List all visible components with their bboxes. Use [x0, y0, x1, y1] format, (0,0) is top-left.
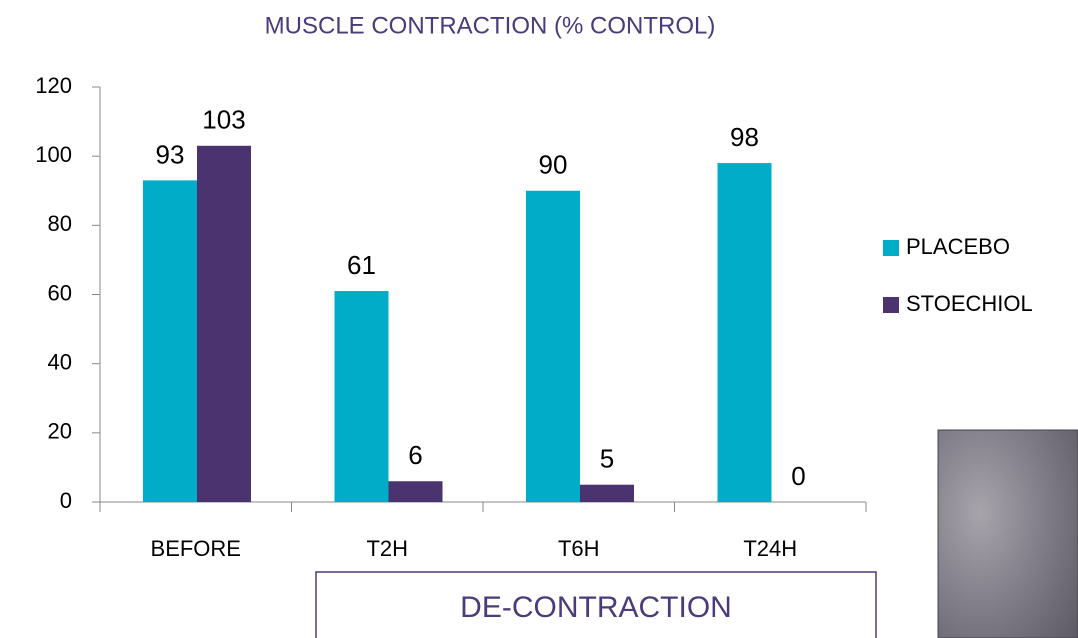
- annotation-box: [315, 571, 877, 638]
- y-tick-label: 0: [60, 488, 72, 513]
- legend-swatch: [883, 297, 899, 313]
- value-label: 61: [347, 250, 376, 280]
- bar: [580, 484, 634, 502]
- value-label: 98: [730, 122, 759, 152]
- photo: [937, 429, 1078, 638]
- value-label: 6: [408, 440, 422, 470]
- bar: [526, 190, 580, 502]
- value-label: 93: [156, 139, 185, 169]
- y-tick-label: 40: [48, 349, 72, 374]
- x-tick-label: T24H: [743, 536, 797, 561]
- legend-label: PLACEBO: [906, 234, 1010, 259]
- y-tick-label: 120: [35, 73, 72, 98]
- bar: [717, 163, 772, 503]
- y-tick-label: 80: [48, 211, 72, 236]
- value-label: 5: [600, 444, 614, 474]
- value-label: 0: [791, 461, 805, 491]
- legend-swatch: [883, 240, 899, 256]
- value-label: 90: [539, 150, 568, 180]
- legend-label: STOECHIOL: [906, 291, 1033, 316]
- y-tick-label: 100: [35, 142, 72, 167]
- x-tick-label: T2H: [366, 536, 408, 561]
- x-tick-label: BEFORE: [151, 536, 241, 561]
- bar: [388, 481, 443, 502]
- x-tick-label: T6H: [558, 536, 600, 561]
- y-tick-label: 20: [48, 419, 72, 444]
- annotation: DE-CONTRACTION: [460, 591, 732, 624]
- bar: [143, 180, 197, 502]
- y-tick-label: 60: [48, 280, 72, 305]
- value-label: 103: [202, 105, 245, 135]
- chart-title: MUSCLE CONTRACTION (% CONTROL): [265, 12, 716, 39]
- bar: [334, 291, 389, 502]
- bar: [197, 145, 251, 502]
